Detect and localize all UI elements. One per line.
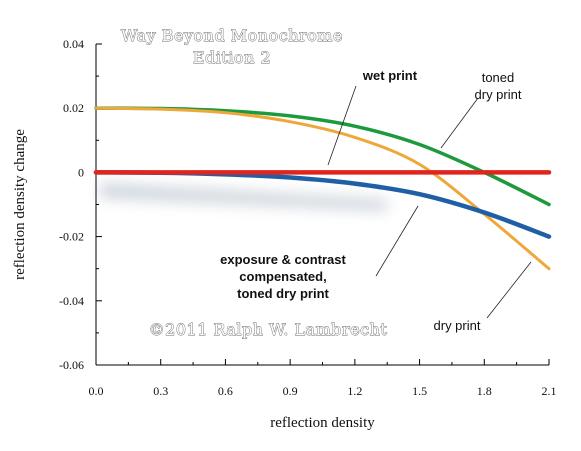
copyright-text: ©2011 Ralph W. Lambrecht (149, 320, 388, 339)
x-axis-title: reflection density (270, 415, 375, 431)
x-tick-label: 0.3 (153, 384, 168, 398)
y-tick-label: 0 (78, 165, 84, 179)
x-tick-label: 0.9 (283, 384, 298, 398)
annotation-toned-dry-print-line-1: dry print (475, 87, 522, 102)
leader-toned-dry-print (440, 97, 479, 149)
annotation-compensated-line-0: exposure & contrast (220, 252, 346, 267)
leader-dry-print (486, 261, 532, 319)
leader-compensated (375, 205, 419, 277)
watermark-edition: Edition 2 (193, 48, 271, 67)
annotation-wet-print-line-0: wet print (362, 68, 418, 83)
x-tick-label: 0.6 (218, 384, 233, 398)
y-tick-label: 0.04 (63, 37, 84, 51)
x-tick-label: 0.0 (89, 384, 104, 398)
y-axis-title: reflection density change (12, 129, 28, 280)
y-tick-label: -0.06 (59, 358, 84, 372)
annotation-compensated-line-2: toned dry print (237, 286, 329, 301)
x-tick-label: 1.5 (412, 384, 427, 398)
annotation-dry-print-line-0: dry print (434, 318, 481, 333)
leader-wet-print (327, 85, 357, 166)
watermark-title: Way Beyond Monochrome (121, 26, 343, 45)
curve-shadow (100, 182, 388, 212)
annotation-toned-dry-print-line-0: toned (482, 70, 515, 85)
y-tick-label: -0.04 (59, 294, 84, 308)
x-tick-label: 2.1 (542, 384, 557, 398)
x-tick-label: 1.8 (477, 384, 492, 398)
annotation-compensated-line-1: compensated, (239, 269, 326, 284)
y-tick-label: -0.02 (59, 230, 84, 244)
x-tick-label: 1.2 (347, 384, 362, 398)
y-tick-label: 0.02 (63, 101, 84, 115)
